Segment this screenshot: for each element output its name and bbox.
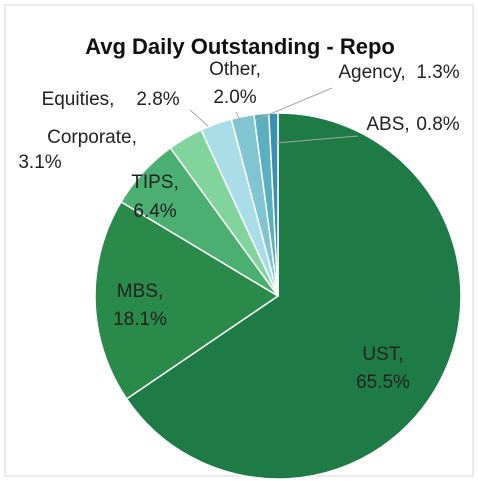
chart-border (4, 4, 474, 477)
slice-label: Agency, (338, 62, 405, 83)
slice-label: ABS, (366, 114, 409, 135)
slice-value-label: 18.1% (113, 309, 167, 330)
pie-slice (94, 200, 280, 400)
slice-label: MBS, (117, 281, 163, 302)
slice-value-label: 3.1% (18, 152, 61, 173)
slice-value-label: 2.0% (213, 87, 256, 108)
slice-value-label: 65.5% (356, 372, 410, 393)
slice-label: Equities, (42, 89, 115, 110)
slice-value-label: 2.8% (136, 89, 179, 110)
pie-slice (125, 112, 462, 480)
slice-label: Corporate, (47, 127, 137, 148)
chart-title: Avg Daily Outstanding - Repo (85, 34, 395, 59)
leader-line (235, 111, 241, 121)
slice-value-label: 0.8% (416, 114, 459, 135)
slice-label: Other, (209, 59, 261, 80)
slice-label: TIPS, (131, 172, 179, 193)
slice-value-label: 1.3% (416, 62, 459, 83)
slice-value-label: 6.4% (133, 201, 176, 222)
leader-line (275, 135, 359, 144)
slice-label: UST, (362, 344, 403, 365)
leader-line (255, 87, 333, 121)
leader-line (189, 109, 209, 127)
